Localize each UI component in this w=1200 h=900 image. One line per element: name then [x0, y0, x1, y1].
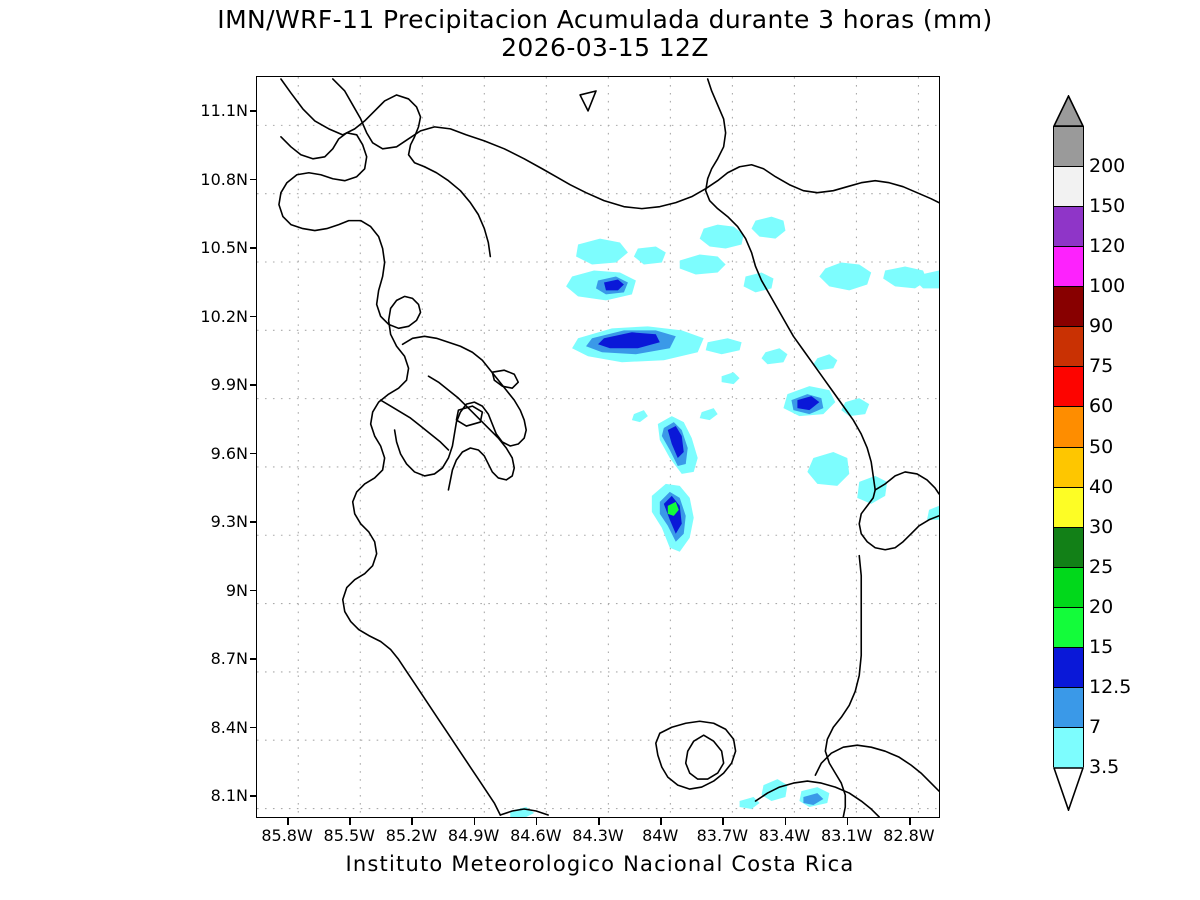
colorbar-tick-label: 200	[1089, 155, 1126, 178]
x-axis-tick-label: 84.3W	[572, 826, 624, 845]
colorbar-tick-label: 120	[1089, 235, 1126, 258]
colorbar-tick-label: 25	[1089, 555, 1114, 578]
y-axis-tick-mark	[250, 178, 257, 181]
y-axis-tick-label: 8.1N	[210, 786, 248, 806]
colorbar-tick-label: 7	[1089, 715, 1102, 738]
colorbar-tick-label: 20	[1089, 595, 1114, 618]
y-axis-tick-mark	[250, 795, 257, 797]
y-axis-tick-label: 8.4N	[210, 717, 248, 737]
precipitation-field	[510, 216, 939, 817]
y-axis-tick-label: 11.1N	[200, 101, 248, 121]
y-axis-labels: 11.1N 10.8N 10.5N 10.2N 9.9N 9.6N 9.3N 9N 8.7N 8.…	[182, 76, 248, 818]
y-axis-tick-mark	[250, 452, 257, 455]
y-axis-tick-label: 9N	[225, 580, 248, 600]
footer-credit: Instituto Meteorologico Nacional Costa R…	[345, 852, 855, 876]
x-axis-tick-label: 85.8W	[261, 826, 313, 845]
precip-band-7-far-south	[803, 793, 824, 806]
precip-band-15-south	[667, 501, 679, 516]
colorbar-band[interactable]	[1054, 607, 1083, 648]
x-axis-tick-mark	[411, 818, 414, 825]
colorbar-band[interactable]	[1054, 727, 1083, 768]
title-block: IMN/WRF-11 Precipitacion Acumulada duran…	[0, 6, 1200, 62]
map-plot-area[interactable]	[256, 76, 940, 818]
x-axis-tick-mark	[349, 818, 351, 825]
x-axis-tick-label: 85.2W	[385, 826, 438, 845]
y-axis-tick-label: 8.7N	[210, 649, 248, 669]
x-axis-tick-label: 82.8W	[883, 826, 935, 845]
colorbar-tick-label: 90	[1089, 315, 1114, 338]
precip-band-3.5-far-south	[510, 779, 830, 817]
y-axis-tick-mark	[250, 521, 257, 523]
y-axis-tick-mark	[250, 589, 257, 592]
y-axis-tick-label: 9.3N	[210, 512, 248, 532]
colorbar-band[interactable]	[1054, 287, 1083, 328]
colorbar-tick-label: 150	[1089, 195, 1126, 218]
colorbar-band[interactable]	[1054, 207, 1083, 248]
x-axis-tick-mark	[535, 818, 538, 825]
colorbar-band[interactable]	[1054, 127, 1083, 168]
y-axis-tick-label: 10.2N	[200, 306, 248, 326]
colorbar-tick-label: 100	[1089, 275, 1126, 298]
colorbar-band[interactable]	[1054, 327, 1083, 368]
colorbar-band[interactable]	[1054, 447, 1083, 488]
triangle-down-icon	[1053, 767, 1084, 811]
colorbar-band[interactable]	[1054, 687, 1083, 728]
colorbar-tick-label: 75	[1089, 355, 1114, 378]
precip-band-12.5	[598, 279, 820, 411]
colorbar-tick-label: 60	[1089, 395, 1114, 418]
colorbar-band[interactable]	[1054, 567, 1083, 608]
colorbar-tick-label: 3.5	[1089, 756, 1120, 778]
colorbar-tick-label: 15	[1089, 635, 1114, 658]
x-axis-tick-mark	[598, 818, 600, 825]
grid-lines	[257, 77, 939, 817]
x-axis-tick-mark	[722, 818, 724, 825]
page-subtitle: 2026-03-15 12Z	[501, 33, 709, 62]
x-axis-tick-label: 83.7W	[696, 826, 749, 845]
x-axis-tick-mark	[908, 818, 911, 825]
colorbar-tick-label: 12.5	[1089, 675, 1132, 698]
colorbar-tick-label: 40	[1089, 475, 1114, 498]
y-axis-tick-mark	[250, 110, 257, 112]
coastline-paths	[278, 78, 939, 817]
x-axis-tick-mark	[287, 818, 289, 825]
y-axis-tick-label: 9.6N	[210, 443, 248, 463]
colorbar-band[interactable]	[1054, 487, 1083, 528]
colorbar[interactable]: 200 150 120 100 90 75 60 50 40 30 25 20 15 12.5 7 3.5	[1053, 95, 1131, 811]
colorbar-band[interactable]	[1054, 247, 1083, 288]
x-axis-tick-mark	[784, 818, 787, 825]
x-axis-tick-label: 84W	[642, 826, 679, 845]
x-axis-tick-label: 84.9W	[447, 826, 500, 845]
colorbar-band[interactable]	[1054, 367, 1083, 408]
y-axis-tick-label: 10.5N	[200, 238, 248, 258]
x-axis-tick-label: 83.1W	[820, 826, 873, 845]
x-axis-labels: 85.8W 85.5W 85.2W 84.9W 84.6W 84.3W 84W 83.7W 83…	[256, 826, 940, 850]
y-axis-tick-mark	[250, 658, 257, 660]
colorbar-band[interactable]	[1054, 647, 1083, 688]
y-axis-tick-mark	[250, 384, 257, 386]
colorbar-band[interactable]	[1054, 407, 1083, 448]
colorbar-bands[interactable]	[1053, 126, 1084, 768]
x-axis-tick-mark	[473, 818, 476, 825]
x-axis-tick-label: 85.5W	[323, 826, 375, 845]
colorbar-band[interactable]	[1054, 167, 1083, 208]
y-axis-tick-mark	[250, 726, 257, 729]
y-axis-tick-label: 9.9N	[210, 375, 248, 395]
colorbar-tick-label: 30	[1089, 515, 1114, 538]
page-title: IMN/WRF-11 Precipitacion Acumulada duran…	[217, 5, 993, 34]
x-axis-tick-label: 84.6W	[510, 826, 562, 845]
x-axis-tick-mark	[660, 818, 662, 825]
y-axis-tick-mark	[250, 247, 257, 249]
colorbar-band[interactable]	[1054, 527, 1083, 568]
triangle-up-icon	[1053, 95, 1084, 127]
map-canvas	[257, 77, 939, 817]
x-axis-tick-mark	[846, 818, 849, 825]
y-axis-tick-label: 10.8N	[200, 169, 248, 189]
y-axis-tick-mark	[250, 315, 257, 318]
colorbar-tick-label: 50	[1089, 435, 1114, 458]
x-axis-tick-label: 83.4W	[758, 826, 811, 845]
